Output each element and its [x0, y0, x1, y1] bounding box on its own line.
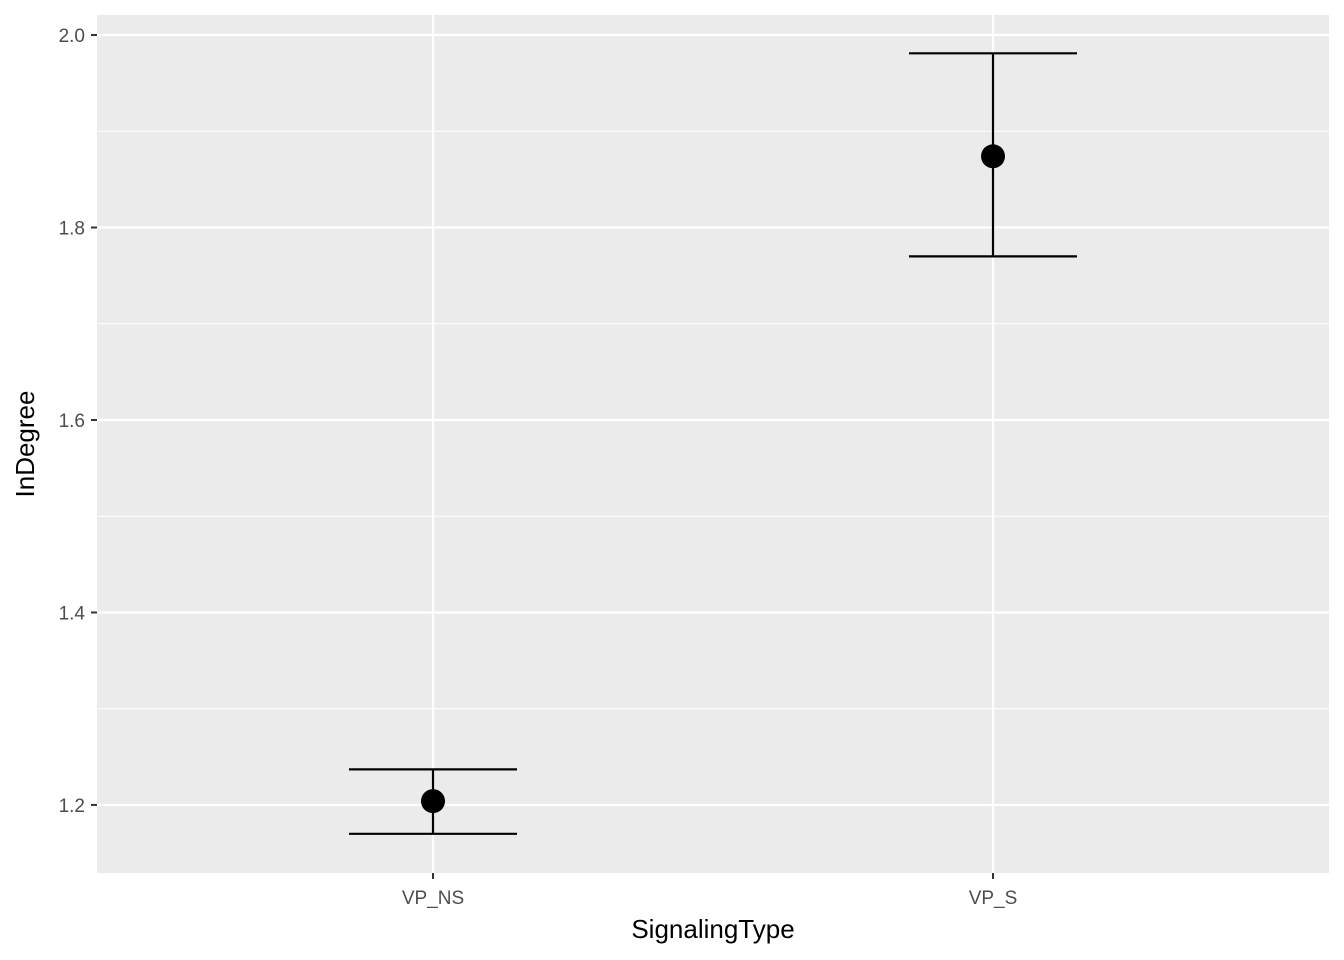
y-axis-title: InDegree	[10, 391, 40, 498]
x-tick-label: VP_S	[969, 888, 1018, 909]
plot-panel	[97, 15, 1329, 873]
y-tick-label: 1.4	[59, 603, 86, 624]
data-point	[421, 789, 445, 814]
y-tick-label: 2.0	[59, 26, 85, 47]
y-tick-label: 1.6	[59, 411, 85, 432]
y-tick-label: 1.8	[59, 219, 85, 240]
x-tick-label: VP_NS	[402, 888, 464, 909]
x-axis-title: SignalingType	[631, 914, 794, 944]
data-point	[981, 144, 1005, 169]
y-tick-label: 1.2	[59, 796, 85, 817]
